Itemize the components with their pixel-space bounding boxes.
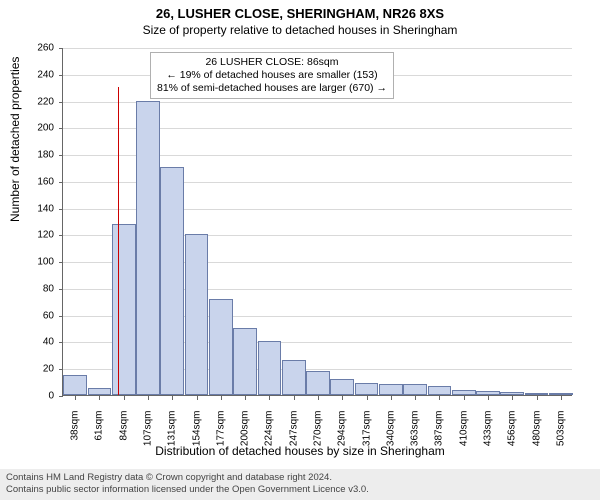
ytick-mark [59, 155, 63, 156]
xtick-mark [561, 396, 562, 400]
histogram-bar [233, 328, 257, 395]
ytick-label: 200 [24, 123, 54, 134]
ytick-label: 80 [24, 283, 54, 294]
histogram-bar [476, 391, 500, 395]
chart-container: 26, LUSHER CLOSE, SHERINGHAM, NR26 8XS S… [0, 0, 600, 500]
footer-line2: Contains public sector information licen… [6, 484, 594, 496]
ytick-mark [59, 182, 63, 183]
histogram-bar [136, 101, 160, 395]
histogram-bar [306, 371, 330, 395]
xtick-mark [269, 396, 270, 400]
histogram-bar [63, 375, 87, 395]
xtick-mark [294, 396, 295, 400]
histogram-bar [549, 393, 573, 395]
ytick-mark [59, 102, 63, 103]
xtick-mark [512, 396, 513, 400]
xtick-mark [391, 396, 392, 400]
histogram-bar [525, 393, 549, 395]
plot-area: 38sqm61sqm84sqm107sqm131sqm154sqm177sqm2… [62, 48, 572, 396]
ytick-label: 140 [24, 203, 54, 214]
xtick-mark [99, 396, 100, 400]
ytick-mark [59, 262, 63, 263]
xtick-mark [221, 396, 222, 400]
ytick-mark [59, 128, 63, 129]
xtick-mark [415, 396, 416, 400]
annotation-line2: ← 19% of detached houses are smaller (15… [157, 69, 387, 82]
xtick-mark [318, 396, 319, 400]
xtick-mark [148, 396, 149, 400]
histogram-bar [355, 383, 379, 395]
histogram-bar [500, 392, 524, 395]
ytick-label: 260 [24, 43, 54, 54]
histogram-bar [452, 390, 476, 395]
ytick-mark [59, 316, 63, 317]
ytick-label: 240 [24, 69, 54, 80]
footer: Contains HM Land Registry data © Crown c… [0, 469, 600, 500]
ytick-label: 60 [24, 310, 54, 321]
histogram-bar [379, 384, 403, 395]
histogram-bar [428, 386, 452, 395]
xtick-mark [75, 396, 76, 400]
histogram-bar [88, 388, 112, 395]
histogram-bar [112, 224, 136, 395]
xtick-mark [197, 396, 198, 400]
histogram-bar [258, 341, 282, 395]
ytick-mark [59, 48, 63, 49]
grid-line [63, 48, 572, 49]
histogram-bar [209, 299, 233, 395]
chart-title: 26, LUSHER CLOSE, SHERINGHAM, NR26 8XS [0, 0, 600, 21]
footer-line1: Contains HM Land Registry data © Crown c… [6, 472, 594, 484]
ytick-label: 20 [24, 364, 54, 375]
ytick-label: 180 [24, 150, 54, 161]
xtick-mark [245, 396, 246, 400]
xtick-mark [488, 396, 489, 400]
ytick-label: 0 [24, 391, 54, 402]
ytick-label: 220 [24, 96, 54, 107]
histogram-bar [403, 384, 427, 395]
xtick-mark [172, 396, 173, 400]
annotation-line1: 26 LUSHER CLOSE: 86sqm [157, 56, 387, 69]
histogram-bar [185, 234, 209, 395]
chart-subtitle: Size of property relative to detached ho… [0, 21, 600, 37]
ytick-mark [59, 75, 63, 76]
histogram-bar [330, 379, 354, 395]
annotation-box: 26 LUSHER CLOSE: 86sqm ← 19% of detached… [150, 52, 394, 99]
ytick-label: 120 [24, 230, 54, 241]
xtick-mark [537, 396, 538, 400]
histogram-bar [282, 360, 306, 395]
xtick-mark [124, 396, 125, 400]
ytick-mark [59, 209, 63, 210]
ytick-label: 100 [24, 257, 54, 268]
xtick-mark [464, 396, 465, 400]
xtick-mark [342, 396, 343, 400]
marker-line [118, 87, 119, 395]
ytick-label: 40 [24, 337, 54, 348]
y-axis-label: Number of detached properties [8, 57, 22, 222]
annotation-line3: 81% of semi-detached houses are larger (… [157, 82, 387, 95]
ytick-mark [59, 369, 63, 370]
xtick-mark [439, 396, 440, 400]
x-axis-label: Distribution of detached houses by size … [0, 444, 600, 458]
histogram-bar [160, 167, 184, 395]
ytick-mark [59, 342, 63, 343]
ytick-mark [59, 396, 63, 397]
ytick-label: 160 [24, 176, 54, 187]
xtick-mark [367, 396, 368, 400]
ytick-mark [59, 289, 63, 290]
ytick-mark [59, 235, 63, 236]
